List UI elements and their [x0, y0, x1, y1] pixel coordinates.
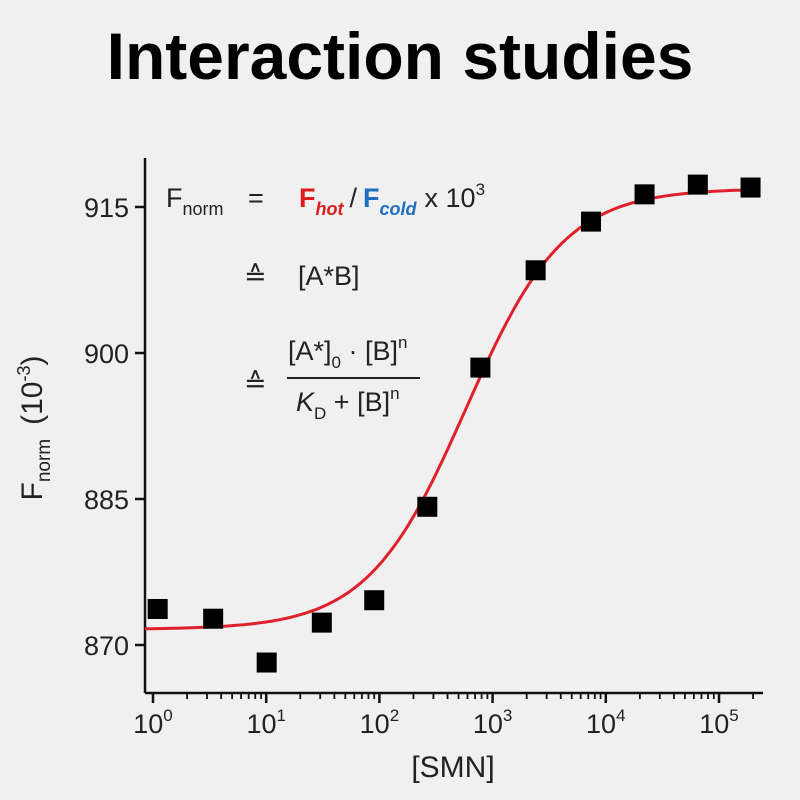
- x-tick-label: 100: [133, 706, 173, 739]
- axes: [143, 158, 763, 695]
- f-cold-symbol: F: [363, 183, 380, 213]
- equation-denominator: KD + [B]n: [296, 384, 400, 423]
- y-tick-label: 870: [84, 631, 129, 661]
- data-point: [525, 260, 546, 281]
- x-tick-label: 102: [360, 706, 400, 739]
- f-hot-subscript: hot: [316, 199, 345, 219]
- fit-curve: [145, 188, 754, 631]
- y-tick-label: 915: [84, 193, 129, 223]
- data-point: [147, 598, 168, 619]
- data-point: [740, 177, 761, 198]
- data-point: [634, 184, 655, 205]
- equation-corr-1: ≙: [244, 261, 267, 291]
- data-point: [203, 608, 224, 629]
- x-ticks: 100 101 102 103 104 105: [133, 693, 754, 739]
- page-title: Interaction studies: [106, 19, 694, 93]
- y-ticks: 870 885 900 915: [84, 193, 145, 661]
- y-axis-label-unit: (10: [16, 382, 49, 425]
- equation-numerator: [A*]0 · [B]n: [288, 333, 407, 372]
- f-cold-subscript: cold: [380, 199, 418, 219]
- x-axis-label: [SMN]: [411, 751, 494, 784]
- y-tick-label: 900: [84, 339, 129, 369]
- x-tick-label: 101: [246, 706, 286, 739]
- data-points: [147, 174, 761, 673]
- data-point: [256, 652, 277, 673]
- equation-corr-2: ≙: [244, 368, 267, 398]
- x-tick-label: 104: [586, 706, 626, 739]
- data-point: [470, 357, 491, 378]
- x-tick-label: 105: [699, 706, 739, 739]
- y-axis-label: Fnorm (10-3): [14, 356, 55, 501]
- data-point: [311, 612, 332, 633]
- f-hot-symbol: F: [299, 183, 316, 213]
- y-axis-label-unit-exp: -3: [14, 366, 34, 382]
- y-tick-label: 885: [84, 485, 129, 515]
- data-point: [417, 496, 438, 517]
- y-axis-label-main: F: [16, 482, 49, 500]
- y-axis-label-sub: norm: [34, 439, 55, 482]
- x-tick-label: 103: [473, 706, 513, 739]
- y-axis-label-unit-close: ): [16, 356, 49, 366]
- data-point: [580, 211, 601, 232]
- data-point: [687, 174, 708, 195]
- equation-annotation: Fnorm = Fhot / Fcold x 103 ≙ [A*B] ≙ [A*]0 · …: [166, 180, 485, 423]
- data-point: [364, 590, 385, 611]
- equation-complex: [A*B]: [298, 261, 360, 291]
- equation-line-1: Fnorm = Fhot / Fcold x 103: [166, 180, 485, 219]
- svg-text:Fnorm(10-3): Fnorm (10-3): [14, 356, 55, 501]
